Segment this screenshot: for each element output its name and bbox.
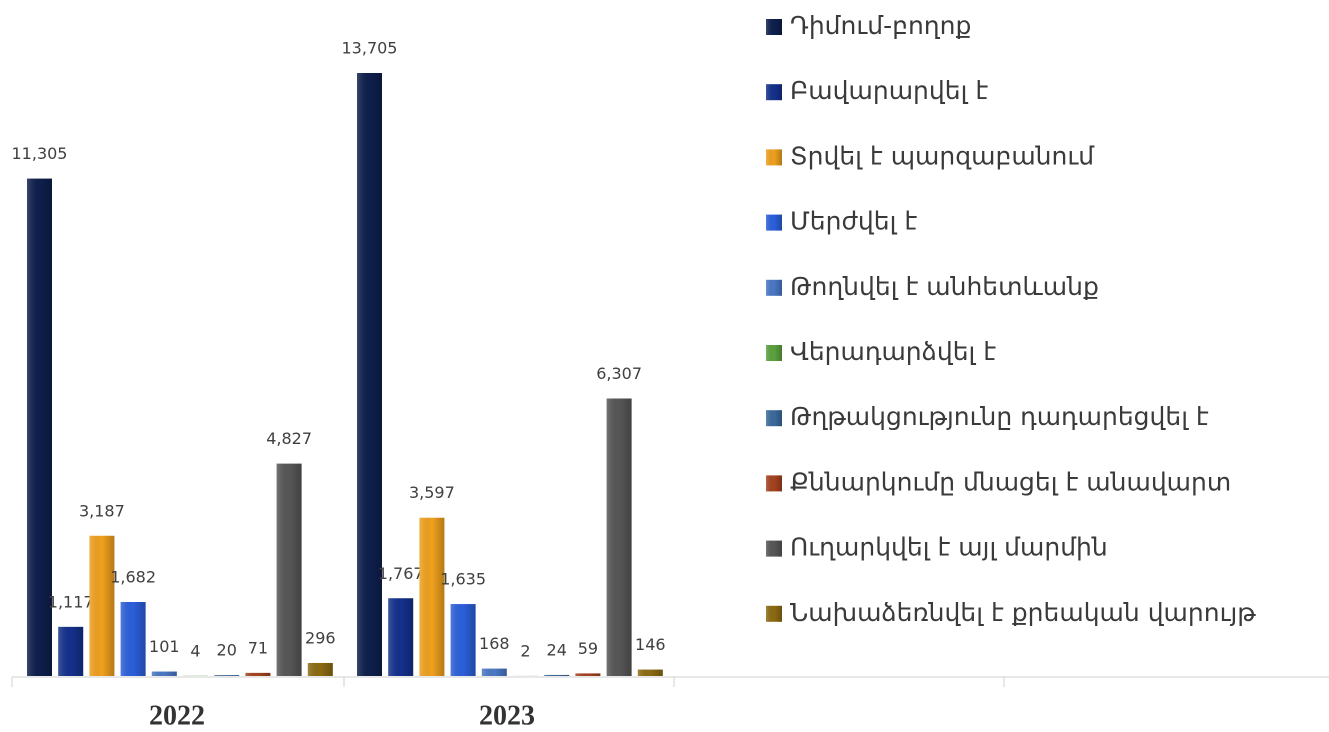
legend-swatch-shade: [766, 475, 782, 492]
data-label: 1,682: [110, 567, 156, 586]
legend-label: Թղթակցությունը դադարեցվել է: [790, 402, 1209, 431]
bar-shade: [276, 463, 302, 676]
legend-swatch-shade: [766, 214, 782, 231]
legend-swatch-shade: [766, 279, 782, 296]
data-label: 1,635: [440, 570, 486, 589]
data-label: 4,827: [266, 429, 312, 448]
x-tick-label: 2023: [479, 700, 535, 731]
data-label: 20: [217, 641, 237, 660]
data-label: 168: [479, 634, 510, 653]
bar-shade: [637, 669, 663, 676]
bar-shade: [120, 601, 146, 676]
data-label: 1,767: [378, 564, 424, 583]
bar-shade: [245, 672, 271, 676]
data-label: 3,187: [79, 501, 125, 520]
bar-shade: [89, 535, 115, 676]
data-label: 24: [547, 640, 567, 659]
data-label: 101: [149, 637, 180, 656]
legend-swatch-shade: [766, 149, 782, 166]
data-label: 13,705: [342, 39, 398, 58]
bar-shade: [58, 626, 84, 676]
legend-label: Բավարարվել է: [790, 76, 988, 105]
legend-label: Թողնվել է անհետևանք: [790, 272, 1099, 301]
data-label: 59: [578, 639, 598, 658]
legend-swatch-shade: [766, 84, 782, 101]
legend-label: Դիմում-բողոք: [790, 11, 971, 40]
bar-shade: [575, 673, 601, 676]
data-label: 6,307: [596, 364, 642, 383]
bar-shade: [357, 73, 382, 676]
legend-label: Ուղարկվել է այլ մարմին: [790, 533, 1108, 562]
data-label: 71: [248, 638, 268, 657]
bar-shade: [450, 604, 476, 676]
legend-swatch-shade: [766, 605, 782, 622]
data-label: 296: [305, 628, 336, 647]
bar-shade: [151, 671, 177, 676]
x-tick-label: 2022: [149, 700, 205, 731]
legend-label: Վերադարձվել է: [790, 337, 996, 366]
data-label: 146: [635, 635, 666, 654]
legend-swatch-shade: [766, 410, 782, 427]
legend-swatch-shade: [766, 540, 782, 557]
legend-swatch-shade: [766, 345, 782, 361]
data-label: 4: [190, 641, 200, 660]
legend-label: Քննարկումը մնացել է անավարտ: [790, 467, 1231, 496]
bar-shade: [388, 598, 414, 676]
legend-label: Տրվել է պարզաբանում: [790, 141, 1095, 170]
bar-shade: [544, 674, 570, 676]
bar-shade: [419, 517, 445, 676]
data-label: 1,117: [48, 592, 94, 611]
data-label: 2: [520, 641, 530, 660]
bar-shade: [27, 178, 52, 676]
bar-shade: [481, 668, 507, 676]
data-label: 11,305: [12, 144, 68, 163]
legend-label: Նախաձեռնվել է քրեական վարույթ: [790, 598, 1256, 627]
legend-swatch-shade: [766, 19, 782, 35]
bar-shade: [214, 675, 240, 676]
bar-shade: [606, 398, 632, 676]
bar-shade: [307, 662, 333, 676]
legend-label: Մերժվել է: [790, 207, 917, 236]
data-label: 3,597: [409, 483, 455, 502]
